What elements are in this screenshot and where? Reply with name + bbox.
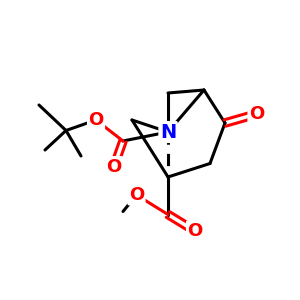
- Text: O: O: [129, 186, 144, 204]
- Text: O: O: [188, 222, 202, 240]
- Text: O: O: [249, 105, 264, 123]
- Text: N: N: [160, 122, 176, 142]
- Text: O: O: [106, 158, 122, 175]
- Text: O: O: [88, 111, 104, 129]
